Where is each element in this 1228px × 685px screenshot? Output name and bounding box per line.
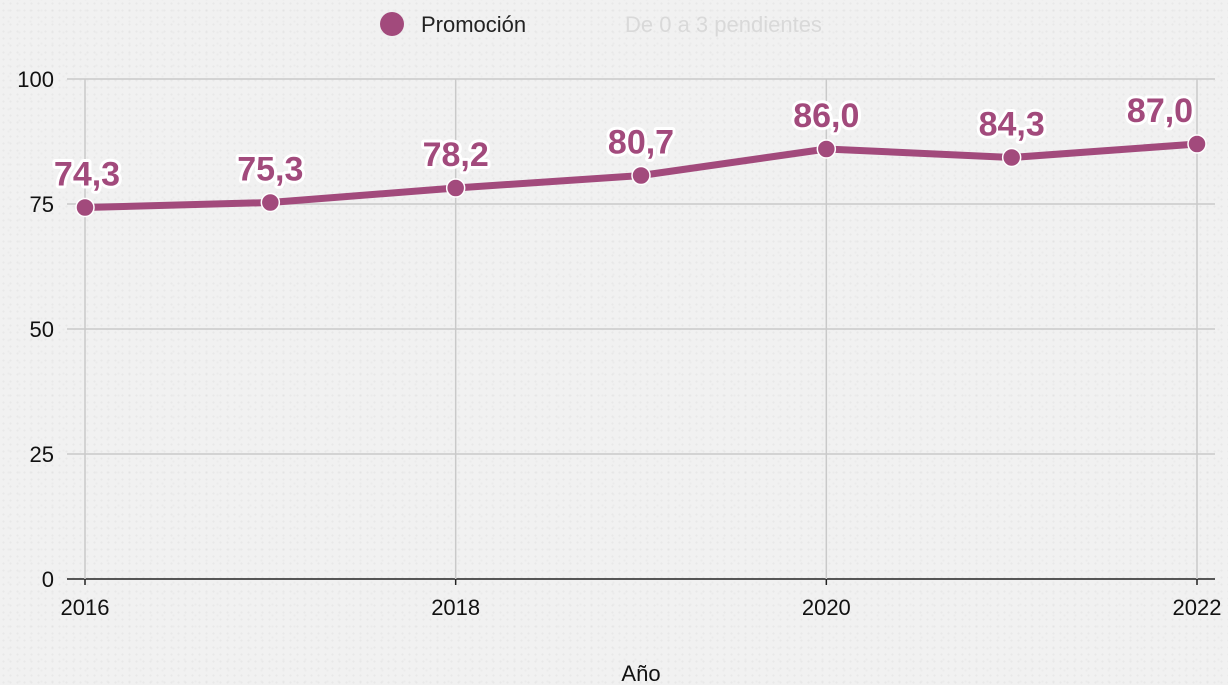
x-tick-label: 2018 xyxy=(431,595,480,620)
data-point[interactable] xyxy=(631,165,651,186)
x-tick-label: 2020 xyxy=(802,595,851,620)
x-tick-label: 2022 xyxy=(1173,595,1222,620)
data-label: 80,7 xyxy=(608,124,674,162)
legend-label-pendientes[interactable]: De 0 a 3 pendientes xyxy=(625,12,822,37)
data-point[interactable] xyxy=(1001,147,1022,168)
data-point[interactable] xyxy=(260,192,281,213)
data-label: 74,3 xyxy=(54,156,120,194)
y-tick-label: 25 xyxy=(30,442,54,467)
x-tick-label: 2016 xyxy=(61,595,110,620)
data-label: 87,0 xyxy=(1127,92,1193,130)
legend[interactable]: Promoción De 0 a 3 pendientes xyxy=(380,12,822,37)
x-axis-title: Año xyxy=(621,661,660,685)
data-label: 84,3 xyxy=(979,106,1045,144)
data-label: 75,3 xyxy=(237,151,303,189)
data-point[interactable] xyxy=(816,139,837,159)
axes: 0 25 50 75 100 2016 2018 2020 2022 xyxy=(17,67,1221,620)
legend-marker-promocion xyxy=(380,12,404,36)
data-point[interactable] xyxy=(445,178,466,198)
y-tick-label: 50 xyxy=(30,317,54,342)
data-point[interactable] xyxy=(75,197,95,218)
series-promocion xyxy=(75,134,1207,218)
y-tick-label: 75 xyxy=(30,192,54,217)
y-tick-label: 100 xyxy=(17,67,54,92)
data-point[interactable] xyxy=(1187,134,1207,154)
y-tick-label: 0 xyxy=(42,567,54,592)
data-labels: 74,3 75,3 78,2 80,7 86,0 84,3 87,0 xyxy=(51,89,1196,197)
data-label: 78,2 xyxy=(423,136,489,174)
legend-label-promocion[interactable]: Promoción xyxy=(421,12,526,37)
data-label: 86,0 xyxy=(793,97,859,135)
